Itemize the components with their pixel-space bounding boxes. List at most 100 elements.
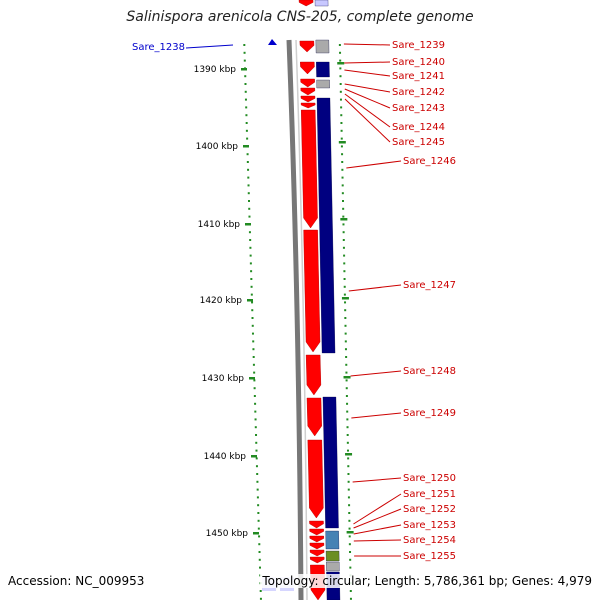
right-major-tick — [345, 453, 353, 456]
kbp-major-tick — [247, 299, 253, 302]
gene-label-left[interactable]: Sare_1238 — [132, 42, 185, 53]
gene-label-right[interactable]: Sare_1246 — [403, 156, 456, 167]
forward-gene[interactable] — [300, 87, 316, 96]
minor-tick — [253, 371, 256, 374]
gene-label-right[interactable]: Sare_1239 — [392, 40, 445, 51]
minor-tick — [251, 317, 254, 319]
forward-gene[interactable] — [309, 542, 325, 550]
steel-feature[interactable] — [325, 530, 340, 550]
gene-label-right[interactable]: Sare_1247 — [403, 280, 456, 291]
forward-gene[interactable] — [300, 61, 315, 75]
minor-tick — [343, 285, 346, 288]
forward-gene[interactable] — [309, 535, 325, 543]
minor-tick — [342, 246, 345, 249]
minor-tick — [255, 449, 258, 452]
minor-tick — [249, 246, 252, 249]
reverse-gene-faint[interactable] — [314, 0, 329, 7]
gene-label-right[interactable]: Sare_1254 — [403, 535, 456, 546]
minor-tick — [348, 504, 351, 507]
kbp-tick-label: 1420 kbp — [200, 296, 243, 306]
minor-tick — [348, 519, 351, 522]
forward-gene[interactable] — [299, 40, 315, 53]
minor-tick — [339, 67, 342, 70]
kbp-tick-label: 1410 kbp — [198, 220, 241, 230]
olive-feature[interactable] — [325, 550, 340, 562]
kbp-major-tick — [253, 532, 259, 535]
right-major-tick — [338, 141, 346, 144]
minor-tick — [248, 223, 251, 226]
kbp-tick-label: 1450 kbp — [206, 529, 249, 539]
reverse-gene[interactable] — [316, 61, 330, 78]
minor-tick — [339, 98, 342, 101]
minor-tick — [244, 90, 247, 93]
gene-label-right[interactable]: Sare_1245 — [392, 137, 445, 148]
minor-tick — [344, 340, 347, 343]
minor-tick — [349, 551, 352, 553]
minor-tick — [343, 278, 346, 280]
kbp-tick-label: 1390 kbp — [194, 65, 237, 75]
minor-tick — [258, 558, 261, 561]
gene-label-right[interactable]: Sare_1252 — [403, 504, 456, 515]
right-major-tick — [341, 297, 349, 300]
forward-gene[interactable] — [309, 528, 324, 536]
forward-gene[interactable] — [309, 556, 325, 564]
gray-feature[interactable] — [326, 561, 340, 572]
forward-gene[interactable] — [303, 229, 321, 353]
gene-label-right[interactable]: Sare_1248 — [403, 366, 456, 377]
forward-gene[interactable] — [300, 102, 316, 109]
minor-tick — [347, 465, 350, 468]
right-label-leader — [353, 524, 402, 535]
minor-tick — [257, 504, 260, 507]
forward-gene[interactable] — [309, 549, 325, 557]
gene-label-right[interactable]: Sare_1255 — [403, 551, 456, 562]
forward-gene[interactable] — [309, 520, 324, 529]
gray-feature[interactable] — [315, 39, 330, 54]
minor-tick — [340, 114, 343, 117]
minor-tick — [348, 527, 351, 530]
minor-tick — [244, 83, 247, 85]
minor-tick — [246, 153, 249, 156]
gene-label-right[interactable]: Sare_1253 — [403, 520, 456, 531]
reverse-gene[interactable] — [322, 396, 339, 529]
minor-tick — [248, 200, 250, 202]
reverse-gene[interactable] — [316, 97, 336, 354]
minor-tick — [349, 566, 352, 569]
minor-tick — [256, 480, 259, 483]
minor-tick — [252, 356, 255, 358]
forward-gene[interactable] — [300, 95, 316, 103]
minor-tick — [344, 332, 347, 335]
gene-label-right[interactable]: Sare_1241 — [392, 71, 445, 82]
forward-gene[interactable] — [306, 397, 322, 437]
minor-tick — [342, 223, 345, 226]
left-gene-marker[interactable] — [268, 39, 277, 45]
minor-tick — [252, 348, 255, 351]
minor-tick — [248, 231, 251, 234]
kbp-major-tick — [251, 455, 257, 458]
gene-label-right[interactable]: Sare_1240 — [392, 57, 445, 68]
right-major-tick — [340, 218, 348, 221]
minor-tick — [344, 301, 347, 304]
minor-tick — [346, 426, 349, 429]
kbp-major-tick — [249, 377, 255, 380]
gene-label-right[interactable]: Sare_1250 — [403, 473, 456, 484]
minor-tick — [253, 395, 256, 397]
gene-label-right[interactable]: Sare_1244 — [392, 122, 445, 133]
minor-tick — [341, 161, 344, 163]
forward-gene[interactable] — [298, 0, 314, 7]
forward-gene[interactable] — [307, 439, 324, 519]
forward-gene[interactable] — [305, 354, 322, 396]
forward-gene[interactable] — [300, 78, 315, 88]
minor-tick — [247, 184, 250, 187]
gray-feature[interactable] — [316, 79, 330, 89]
minor-tick — [251, 332, 254, 335]
right-label-leader — [353, 493, 402, 525]
gene-label-right[interactable]: Sare_1242 — [392, 87, 445, 98]
forward-gene[interactable] — [300, 109, 318, 229]
gene-label-right[interactable]: Sare_1251 — [403, 489, 456, 500]
minor-tick — [252, 340, 255, 343]
minor-tick — [346, 402, 349, 405]
gene-label-right[interactable]: Sare_1243 — [392, 103, 445, 114]
minor-tick — [249, 262, 252, 265]
minor-tick — [346, 434, 349, 436]
gene-label-right[interactable]: Sare_1249 — [403, 408, 456, 419]
